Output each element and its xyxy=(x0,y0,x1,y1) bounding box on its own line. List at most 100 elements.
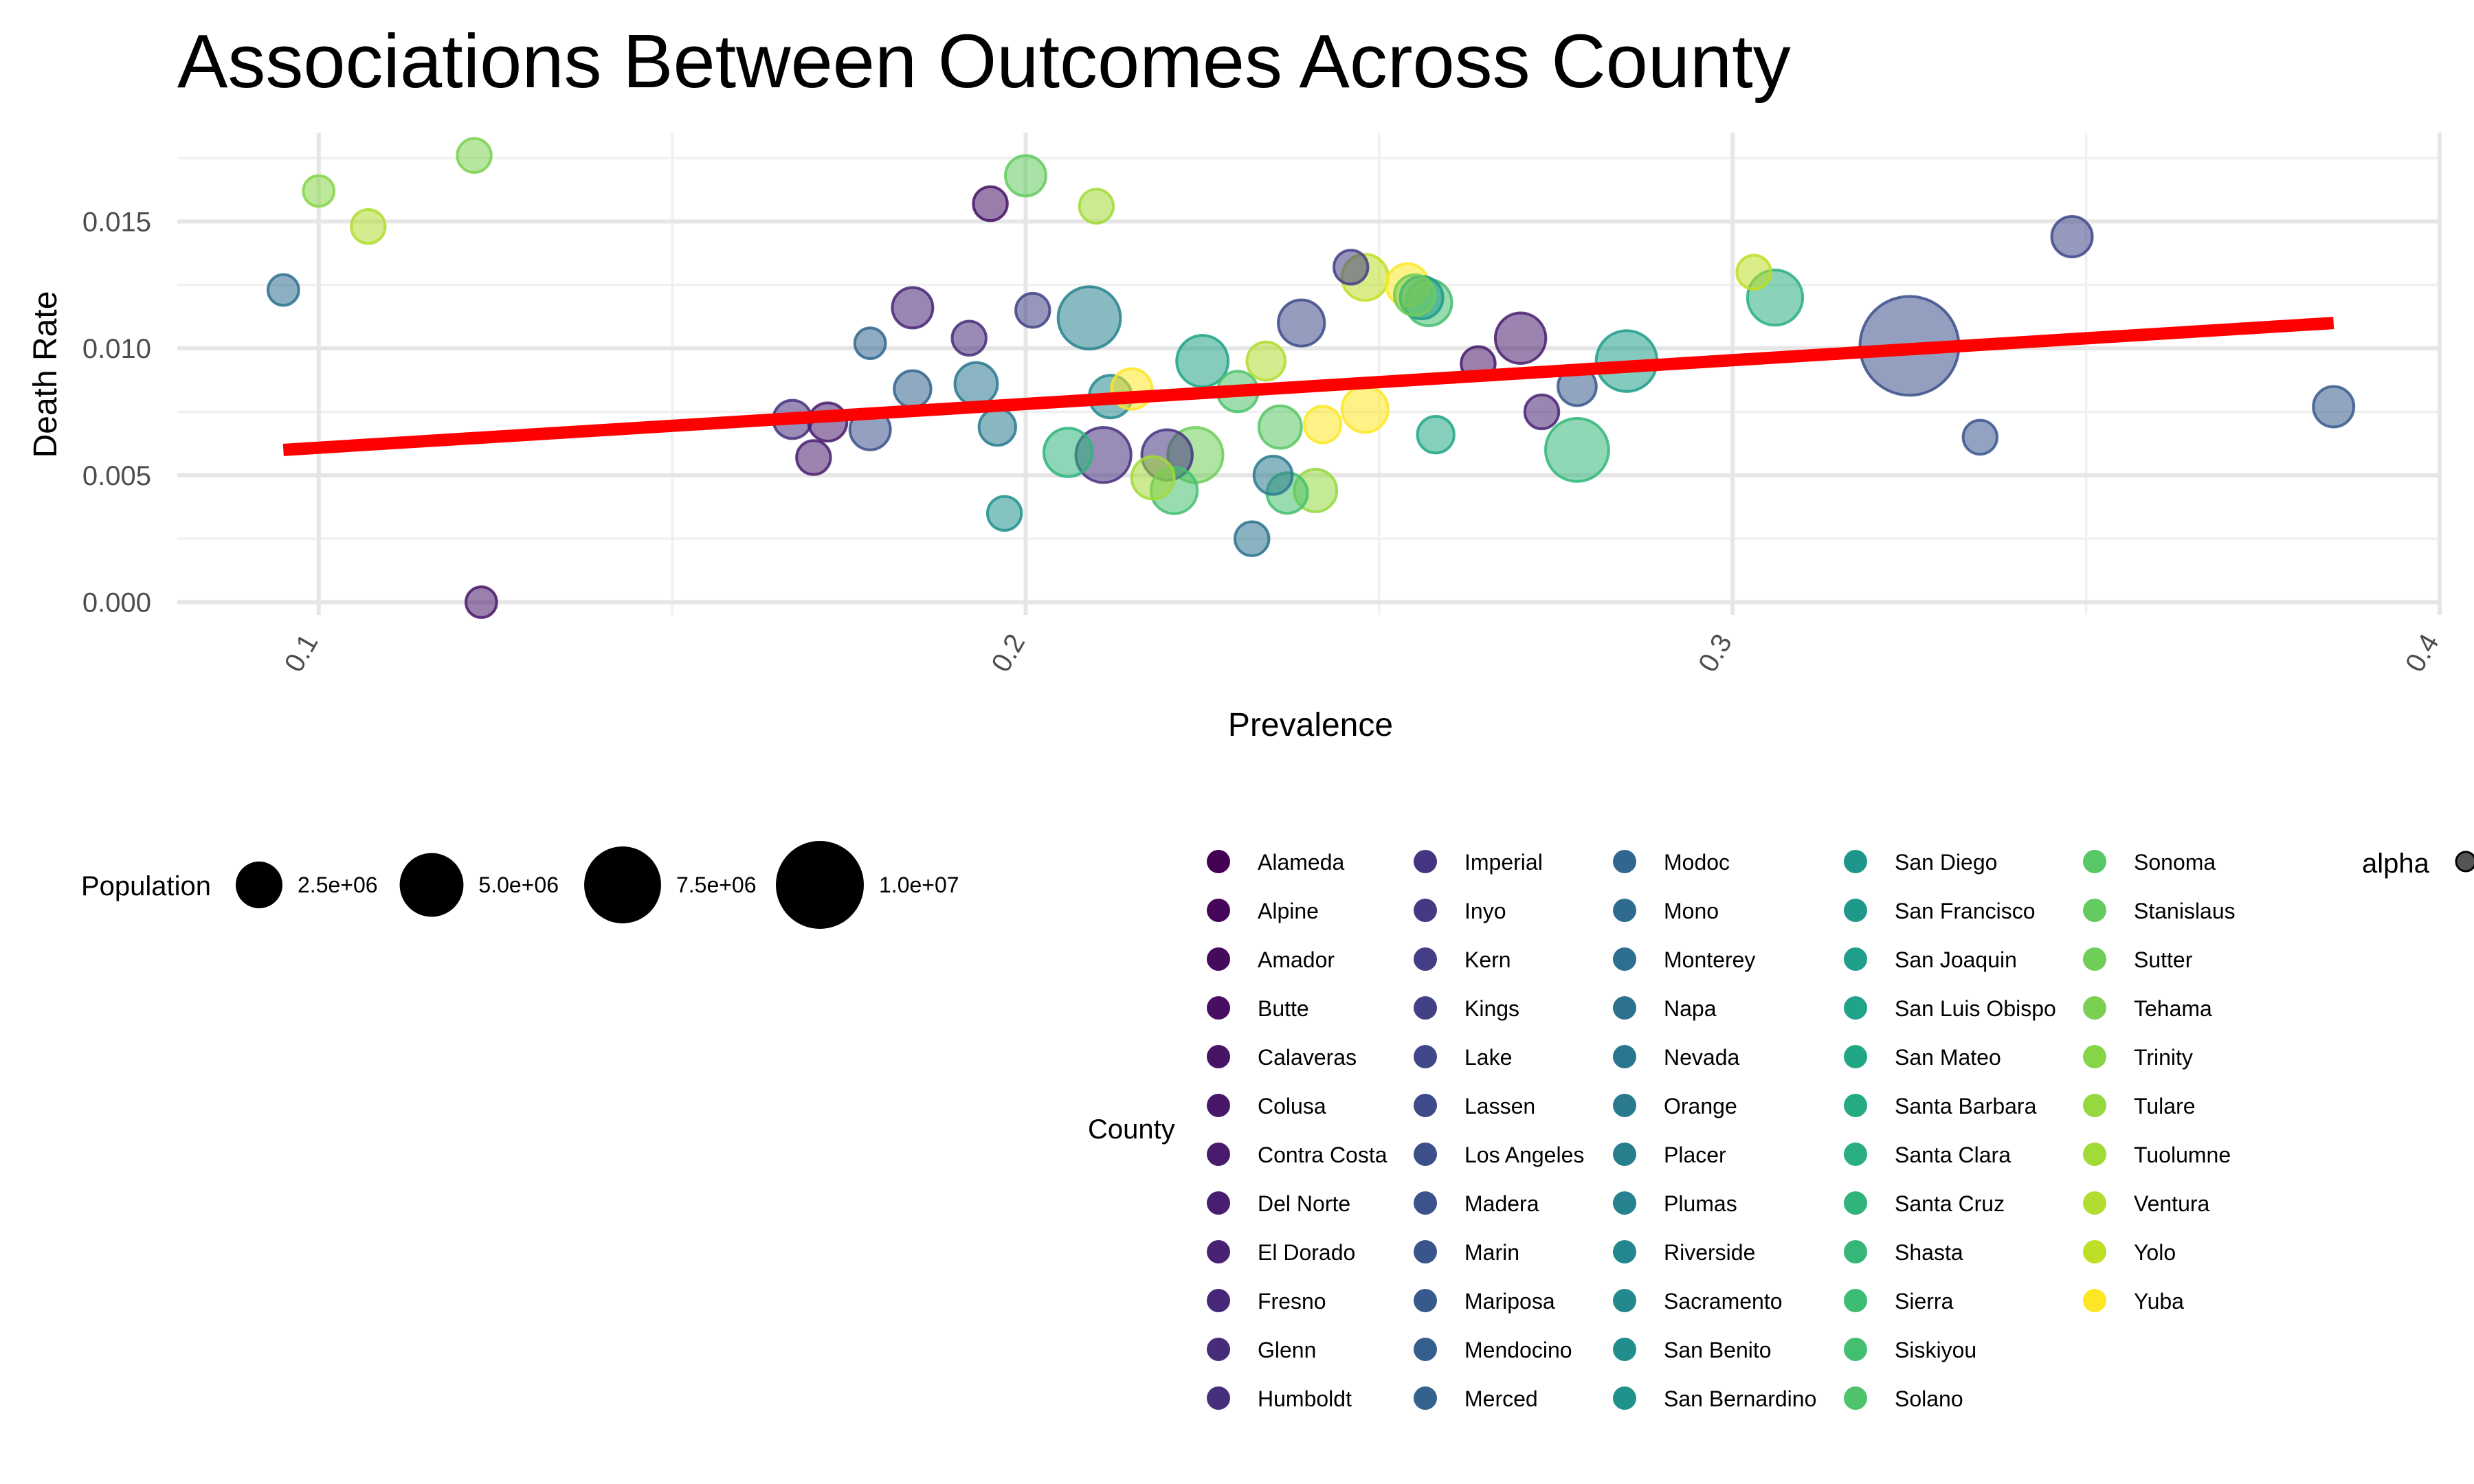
alpha-legend-title: alpha xyxy=(2362,848,2430,879)
data-point xyxy=(972,185,1009,223)
color-legend-key xyxy=(1613,1191,1636,1215)
color-legend-key xyxy=(1844,1338,1867,1361)
color-legend-label: Monterey xyxy=(1664,947,1755,972)
data-point xyxy=(1233,520,1271,557)
color-legend-label: Sacramento xyxy=(1664,1289,1783,1314)
color-legend-label: Lake xyxy=(1464,1045,1512,1070)
color-legend-key xyxy=(1613,1240,1636,1263)
grid xyxy=(177,133,2442,615)
x-axis-ticks: 0.1 0.2 0.3 0.4 xyxy=(279,629,2445,677)
data-point xyxy=(1245,340,1287,382)
size-legend-key xyxy=(399,853,464,917)
color-legend-key xyxy=(1613,1386,1636,1410)
color-legend-key xyxy=(1844,947,1867,971)
color-legend-label: Napa xyxy=(1664,996,1717,1021)
data-point xyxy=(1078,188,1115,225)
color-legend-label: Santa Clara xyxy=(1895,1143,2011,1167)
color-legend-label: Siskiyou xyxy=(1895,1338,1976,1362)
data-point xyxy=(1277,298,1326,348)
color-legend-key xyxy=(1844,1143,1867,1166)
color-legend-label: San Luis Obispo xyxy=(1895,996,2056,1021)
color-legend-key xyxy=(1414,1094,1437,1117)
color-legend-key xyxy=(2083,1191,2106,1215)
color-legend-key xyxy=(1844,1386,1867,1410)
color-legend-label: Modoc xyxy=(1664,850,1730,875)
data-point xyxy=(302,174,336,208)
color-legend-key xyxy=(1207,1289,1230,1312)
color-legend-label: Orange xyxy=(1664,1094,1737,1118)
color-legend-key xyxy=(1414,1191,1437,1215)
color-legend-key xyxy=(2083,1240,2106,1263)
data-points xyxy=(266,137,2356,619)
color-legend-key xyxy=(2083,850,2106,873)
data-point xyxy=(1252,454,1294,496)
color-legend-key xyxy=(2083,947,2106,971)
data-point xyxy=(266,273,300,307)
color-legend-label: Colusa xyxy=(1258,1094,1326,1118)
color-legend-label: Calaveras xyxy=(1258,1045,1357,1070)
color-legend: County Alameda Alpine Amador Butte Calaveras… xyxy=(1088,850,2236,1411)
color-legend-label: Inyo xyxy=(1464,899,1506,923)
data-point xyxy=(795,439,832,476)
color-legend-key xyxy=(1207,1094,1230,1117)
color-legend-label: Stanislaus xyxy=(2134,899,2236,923)
color-legend-label: Marin xyxy=(1464,1240,1519,1265)
color-legend-key xyxy=(1207,1143,1230,1166)
data-point xyxy=(464,585,498,619)
color-legend-key xyxy=(1414,1240,1437,1263)
color-legend-label: Los Angeles xyxy=(1464,1143,1584,1167)
color-legend-label: Kings xyxy=(1464,996,1519,1021)
color-legend-label: Humboldt xyxy=(1258,1386,1352,1411)
color-legend-label: Riverside xyxy=(1664,1240,1755,1265)
color-legend-label: Madera xyxy=(1464,1191,1539,1216)
color-legend-key xyxy=(1207,899,1230,922)
y-tick-label: 0.000 xyxy=(82,588,151,618)
data-point xyxy=(853,326,887,361)
x-tick-label: 0.4 xyxy=(2400,629,2445,677)
color-legend-label: Plumas xyxy=(1664,1191,1737,1216)
size-legend-label: 2.5e+06 xyxy=(298,873,378,897)
color-legend-label: Kern xyxy=(1464,947,1511,972)
size-legend-title: Population xyxy=(81,871,211,901)
color-legend-title: County xyxy=(1088,1114,1175,1145)
color-legend-key xyxy=(1613,899,1636,922)
data-point xyxy=(456,137,493,174)
color-legend-key xyxy=(1414,1045,1437,1068)
color-legend-label: Alpine xyxy=(1258,899,1319,923)
color-legend-label: Yuba xyxy=(2134,1289,2184,1314)
data-point xyxy=(350,207,387,245)
color-legend-key xyxy=(1414,1289,1437,1312)
color-legend-key xyxy=(1844,1289,1867,1312)
trend-line xyxy=(282,317,2334,456)
color-legend-label: Imperial xyxy=(1464,850,1543,875)
color-legend-key xyxy=(1613,1289,1636,1312)
data-point xyxy=(950,319,988,357)
color-legend-label: San Mateo xyxy=(1895,1045,2001,1070)
size-legend: Population 2.5e+06 5.0e+06 7.5e+06 1.0e+07 xyxy=(81,841,959,929)
size-legend-label: 7.5e+06 xyxy=(676,873,757,897)
x-tick-label: 0.2 xyxy=(985,629,1031,677)
chart-title: Associations Between Outcomes Across Cou… xyxy=(177,19,1791,104)
color-legend-key xyxy=(1613,1045,1636,1068)
size-legend-key xyxy=(584,846,661,923)
data-point xyxy=(891,286,935,330)
color-legend-label: Sonoma xyxy=(2134,850,2216,875)
data-point xyxy=(1544,416,1610,483)
color-legend-key xyxy=(1844,1240,1867,1263)
y-tick-label: 0.010 xyxy=(82,334,151,364)
color-legend-key xyxy=(1613,1094,1636,1117)
color-legend-key xyxy=(1613,947,1636,971)
color-legend-key xyxy=(1207,850,1230,873)
alpha-legend: alpha xyxy=(2362,848,2474,879)
color-legend-key xyxy=(2083,1289,2106,1312)
color-legend-label: Nevada xyxy=(1664,1045,1740,1070)
data-point xyxy=(1042,427,1094,478)
data-point xyxy=(1523,393,1561,431)
color-legend-label: Santa Barbara xyxy=(1895,1094,2037,1118)
color-legend-key xyxy=(1414,947,1437,971)
data-point xyxy=(1004,154,1047,198)
color-legend-key xyxy=(1613,1143,1636,1166)
color-legend-key xyxy=(1414,850,1437,873)
color-legend-key xyxy=(1414,1143,1437,1166)
